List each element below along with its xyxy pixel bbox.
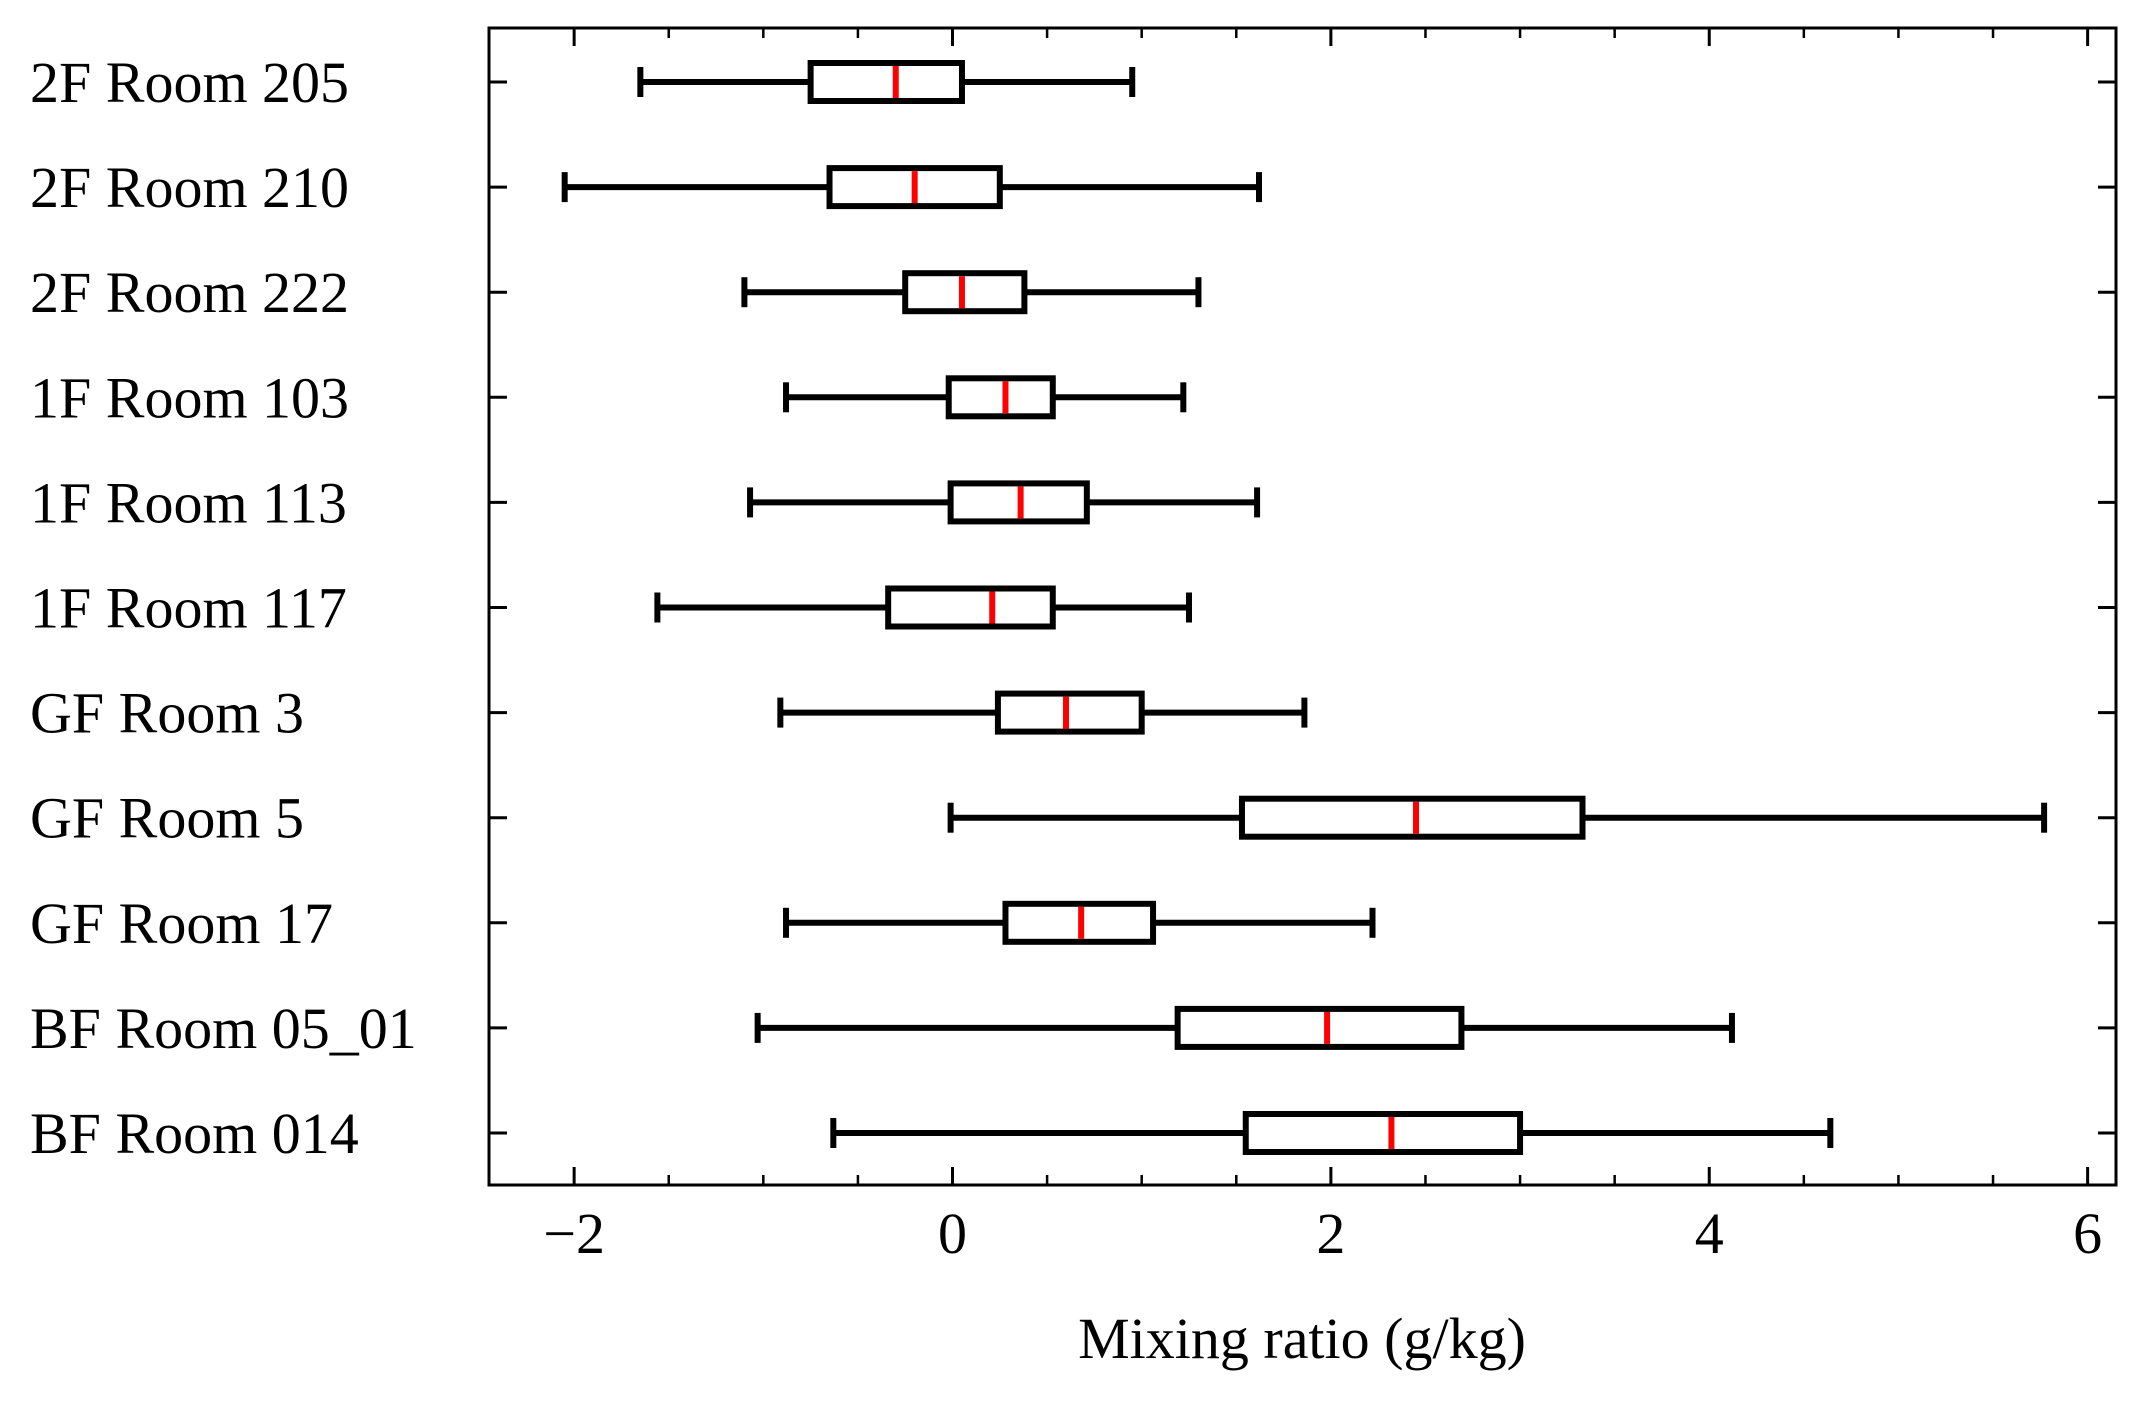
box-11 <box>830 1111 1834 1155</box>
x-tick-label: −2 <box>543 1201 605 1266</box>
x-tick-label: 4 <box>1695 1201 1724 1266</box>
y-tick-label: BF Room 014 <box>30 1101 359 1166</box>
box-iqr <box>1238 795 1586 840</box>
box-iqr <box>902 270 1028 315</box>
x-tick-label: 6 <box>2073 1201 2102 1266</box>
y-tick-label: 2F Room 210 <box>30 155 349 220</box>
x-tick-label: 0 <box>938 1201 967 1266</box>
box-iqr <box>826 165 1003 210</box>
axis-ticks <box>489 28 2116 1185</box>
y-tick-label: BF Room 05_01 <box>30 996 417 1061</box>
x-axis-title: Mixing ratio (g/kg) <box>1078 1306 1526 1371</box>
box-iqr <box>1002 900 1157 945</box>
box-3 <box>741 270 1202 315</box>
chart-marks <box>561 60 2048 1155</box>
box-2 <box>561 165 1262 210</box>
box-10 <box>754 1005 1735 1050</box>
y-tick-label: 2F Room 205 <box>30 50 349 115</box>
y-tick-label: GF Room 17 <box>30 891 333 956</box>
box-1 <box>637 60 1136 104</box>
box-9 <box>783 900 1376 945</box>
box-iqr <box>1242 1111 1524 1155</box>
box-7 <box>777 690 1308 735</box>
box-6 <box>654 585 1192 630</box>
box-4 <box>783 375 1187 420</box>
box-iqr <box>994 690 1145 735</box>
box-5 <box>747 480 1261 525</box>
box-iqr <box>885 585 1056 630</box>
y-tick-label: 1F Room 103 <box>30 365 349 430</box>
box-iqr <box>807 60 965 104</box>
y-tick-label: GF Room 3 <box>30 681 304 746</box>
y-tick-label: 1F Room 113 <box>30 470 347 535</box>
x-tick-label: 2 <box>1316 1201 1345 1266</box>
y-tick-label: 1F Room 117 <box>30 576 347 641</box>
box-iqr <box>947 480 1090 525</box>
axis-labels: 2F Room 205 2F Room 210 2F Room 222 1F Room… <box>30 50 2102 1266</box>
box-8 <box>947 795 2048 840</box>
box-iqr <box>945 375 1056 420</box>
y-tick-label: 2F Room 222 <box>30 260 349 325</box>
box-iqr <box>1174 1005 1465 1050</box>
y-tick-label: GF Room 5 <box>30 786 304 851</box>
